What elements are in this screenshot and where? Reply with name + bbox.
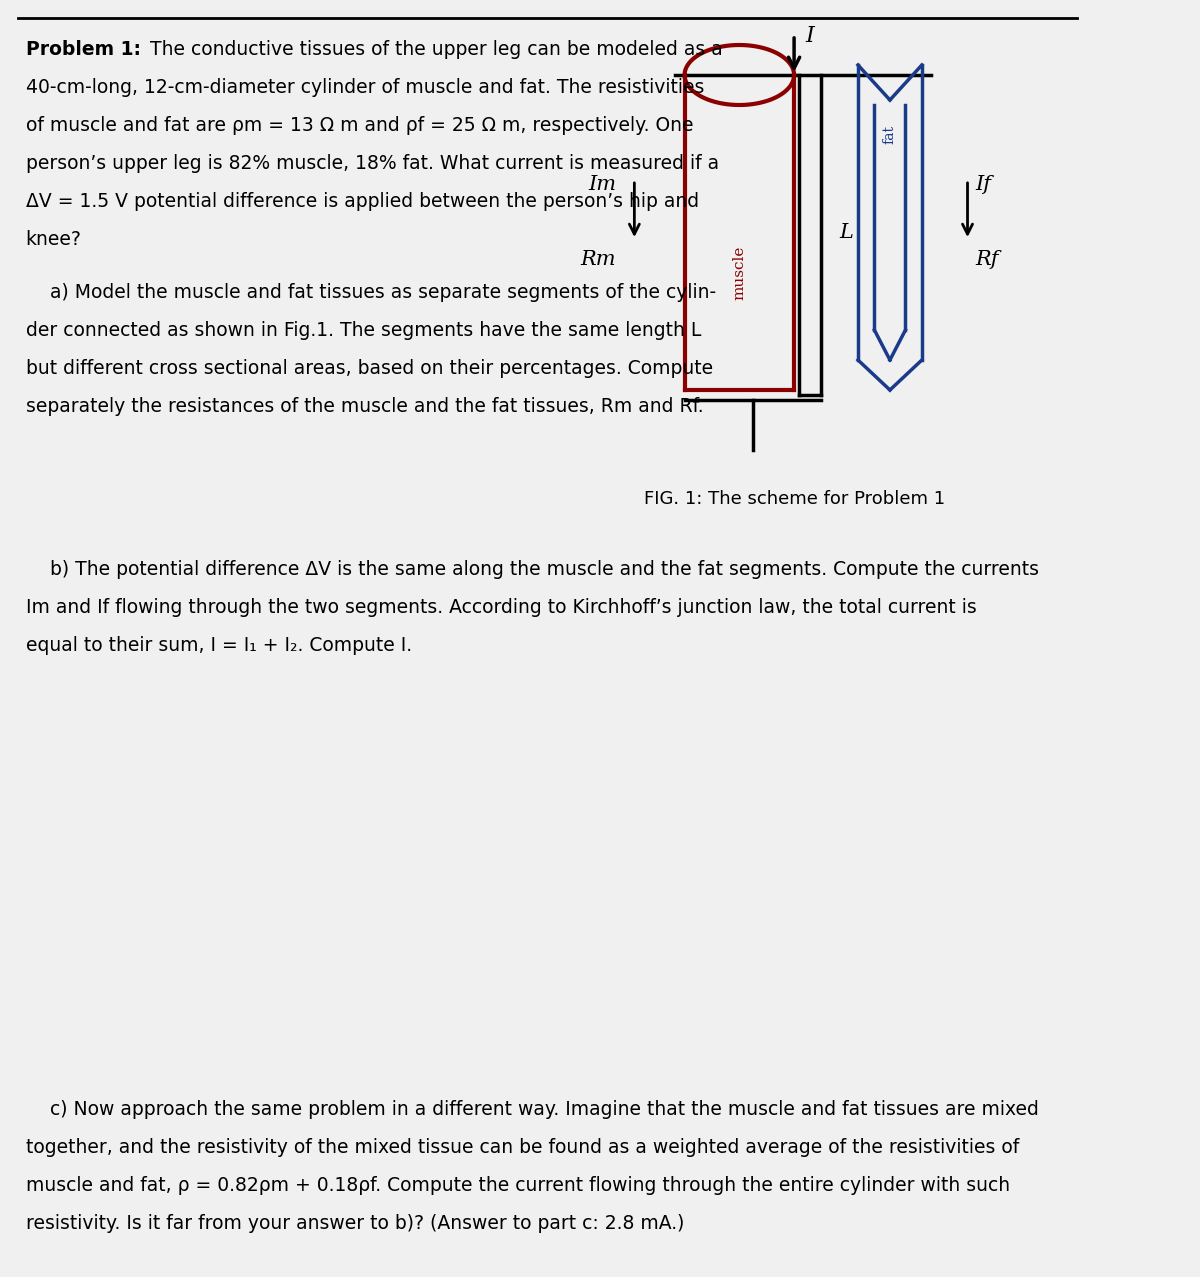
Text: equal to their sum, I = I₁ + I₂. Compute I.: equal to their sum, I = I₁ + I₂. Compute… (25, 636, 412, 655)
Text: fat: fat (883, 125, 896, 144)
Text: a) Model the muscle and fat tissues as separate segments of the cylin-: a) Model the muscle and fat tissues as s… (25, 283, 715, 301)
Text: muscle: muscle (732, 245, 746, 300)
Text: The conductive tissues of the upper leg can be modeled as a: The conductive tissues of the upper leg … (144, 40, 722, 59)
Text: L: L (840, 223, 853, 243)
Text: muscle and fat, ρ = 0.82ρm + 0.18ρf. Compute the current flowing through the ent: muscle and fat, ρ = 0.82ρm + 0.18ρf. Com… (25, 1176, 1009, 1195)
Text: Rm: Rm (581, 250, 616, 269)
Text: Problem 1:: Problem 1: (25, 40, 140, 59)
Text: knee?: knee? (25, 230, 82, 249)
Text: der connected as shown in Fig.1. The segments have the same length L: der connected as shown in Fig.1. The seg… (25, 321, 701, 340)
Text: Im: Im (588, 175, 616, 194)
Text: c) Now approach the same problem in a different way. Imagine that the muscle and: c) Now approach the same problem in a di… (25, 1099, 1038, 1119)
Text: 40-cm-long, 12-cm-diameter cylinder of muscle and fat. The resistivities: 40-cm-long, 12-cm-diameter cylinder of m… (25, 78, 704, 97)
Text: separately the resistances of the muscle and the fat tissues, Rm and Rf.: separately the resistances of the muscle… (25, 397, 703, 416)
Text: FIG. 1: The scheme for Problem 1: FIG. 1: The scheme for Problem 1 (643, 490, 944, 508)
Text: Im and If flowing through the two segments. According to Kirchhoff’s junction la: Im and If flowing through the two segmen… (25, 598, 977, 617)
Text: resistivity. Is it far from your answer to b)? (Answer to part c: 2.8 mA.): resistivity. Is it far from your answer … (25, 1214, 684, 1234)
Text: b) The potential difference ΔV is the same along the muscle and the fat segments: b) The potential difference ΔV is the sa… (25, 561, 1038, 578)
Text: I: I (805, 26, 814, 47)
Text: of muscle and fat are ρm = 13 Ω m and ρf = 25 Ω m, respectively. One: of muscle and fat are ρm = 13 Ω m and ρf… (25, 116, 694, 135)
Text: person’s upper leg is 82% muscle, 18% fat. What current is measured if a: person’s upper leg is 82% muscle, 18% fa… (25, 155, 719, 172)
Text: If: If (974, 175, 991, 194)
Text: Rf: Rf (974, 250, 998, 269)
Text: ΔV = 1.5 V potential difference is applied between the person’s hip and: ΔV = 1.5 V potential difference is appli… (25, 192, 698, 211)
Text: but different cross sectional areas, based on their percentages. Compute: but different cross sectional areas, bas… (25, 359, 713, 378)
Text: together, and the resistivity of the mixed tissue can be found as a weighted ave: together, and the resistivity of the mix… (25, 1138, 1019, 1157)
